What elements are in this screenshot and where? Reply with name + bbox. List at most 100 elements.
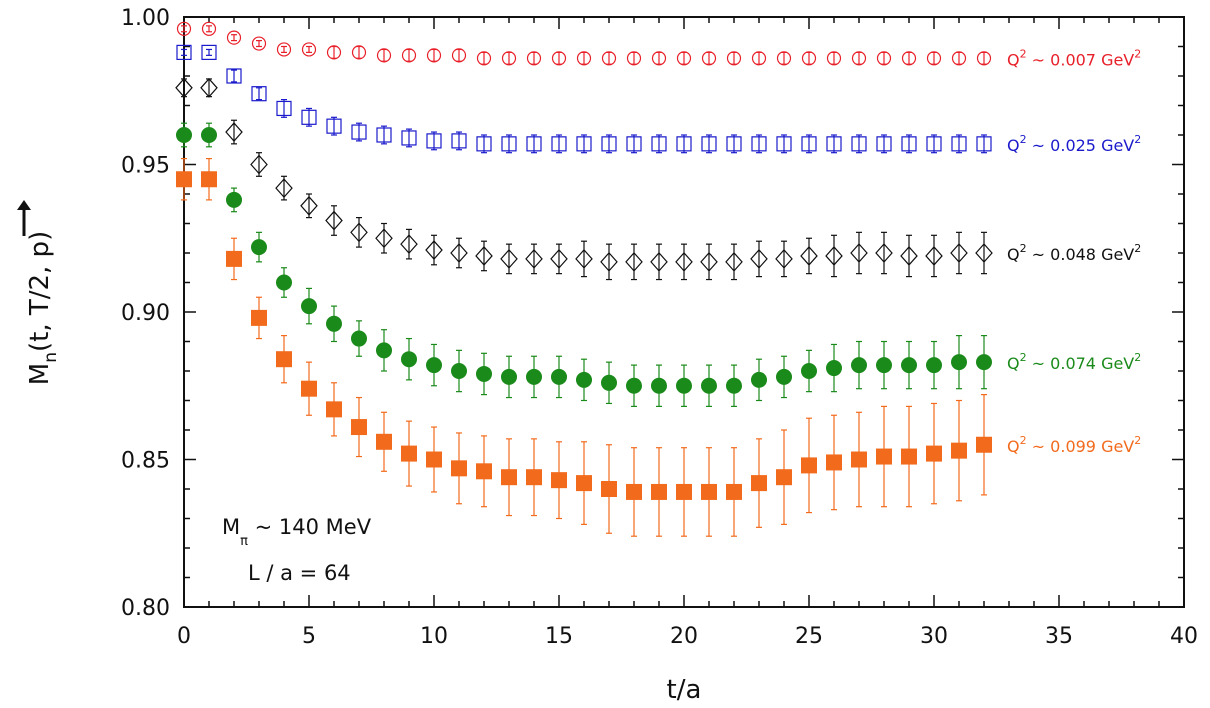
svg-text:Mn(t, T/2, p): Mn(t, T/2, p) (25, 231, 61, 385)
data-point (976, 136, 992, 152)
series-label: Q2 ~ 0.099 GeV2 (1007, 434, 1141, 456)
data-point (600, 251, 618, 272)
data-point (875, 243, 893, 263)
data-point (776, 136, 792, 152)
data-point (326, 118, 342, 134)
data-point (526, 136, 542, 152)
data-point (925, 246, 943, 266)
data-point (401, 48, 417, 63)
data-point (326, 45, 342, 60)
data-point (626, 483, 642, 500)
data-point (276, 351, 292, 368)
data-point (926, 51, 942, 66)
data-point (950, 243, 968, 263)
data-point (526, 368, 542, 385)
data-point (825, 246, 843, 266)
y-tick-label: 1.00 (121, 6, 170, 31)
data-point (250, 154, 268, 175)
series-labels: Q2 ~ 0.007 GeV2 Q2 ~ 0.025 GeV2 Q2 ~ 0.048… (1007, 47, 1141, 455)
data-point (851, 451, 867, 468)
data-point (626, 377, 642, 394)
data-point (851, 136, 867, 152)
data-point (726, 483, 742, 500)
data-point (901, 357, 917, 374)
data-point (426, 48, 442, 63)
data-point (401, 351, 417, 368)
data-point (351, 124, 367, 140)
data-point (976, 436, 992, 453)
data-point (651, 483, 667, 500)
data-point (901, 136, 917, 152)
y-tick-label: 0.95 (121, 154, 170, 179)
data-point (725, 251, 743, 272)
data-point (476, 136, 492, 152)
data-point (551, 368, 567, 385)
data-point (325, 210, 343, 231)
data-point (176, 171, 192, 188)
data-point (226, 68, 242, 84)
series-label: Q2 ~ 0.048 GeV2 (1007, 242, 1141, 264)
x-tick-label: 40 (1170, 624, 1198, 649)
data-point (201, 21, 217, 36)
data-point (251, 86, 267, 102)
data-point (951, 51, 967, 66)
data-point (701, 51, 717, 66)
data-point (726, 377, 742, 394)
data-point (826, 454, 842, 471)
data-point (425, 240, 443, 260)
x-tick-label: 10 (420, 624, 448, 649)
data-point (976, 51, 992, 66)
data-point (751, 371, 767, 388)
data-point (876, 448, 892, 465)
data-point (576, 371, 592, 388)
data-point (701, 377, 717, 394)
data-point (501, 136, 517, 152)
data-point (426, 357, 442, 374)
data-point (176, 44, 192, 61)
x-tick-label: 0 (177, 624, 191, 649)
data-point (576, 51, 592, 66)
data-point (201, 44, 217, 61)
data-point (301, 109, 317, 125)
data-point (401, 445, 417, 462)
series-group (176, 122, 992, 407)
data-point (551, 51, 567, 66)
y-axis-label-base: M (25, 363, 55, 385)
data-point (475, 246, 493, 266)
data-point (200, 77, 218, 98)
data-point (226, 191, 242, 208)
data-point (376, 48, 392, 63)
data-point (451, 460, 467, 477)
data-point (575, 248, 593, 269)
data-point (975, 243, 993, 263)
x-tick-label: 25 (795, 624, 823, 649)
data-point (601, 51, 617, 66)
data-point (926, 445, 942, 462)
data-point (800, 246, 818, 266)
lattice-annotation: L / a = 64 (248, 561, 351, 585)
series-group (175, 77, 993, 281)
data-point (501, 368, 517, 385)
x-tick-label: 30 (920, 624, 948, 649)
y-tick-label: 0.80 (121, 596, 170, 621)
data-point (850, 243, 868, 263)
data-point (375, 228, 393, 249)
data-point (900, 246, 918, 266)
data-point (251, 239, 267, 256)
data-point (826, 136, 842, 152)
data-point (676, 136, 692, 152)
data-point (750, 248, 768, 269)
data-point (426, 451, 442, 468)
data-point (601, 136, 617, 152)
data-point (176, 127, 192, 143)
data-point (400, 234, 418, 255)
mpi-sub: π (240, 534, 248, 549)
data-point (476, 463, 492, 480)
data-point (751, 475, 767, 492)
data-point (226, 250, 242, 267)
data-point (726, 136, 742, 152)
data-point (701, 483, 717, 500)
data-point (901, 51, 917, 66)
data-point (251, 36, 267, 51)
